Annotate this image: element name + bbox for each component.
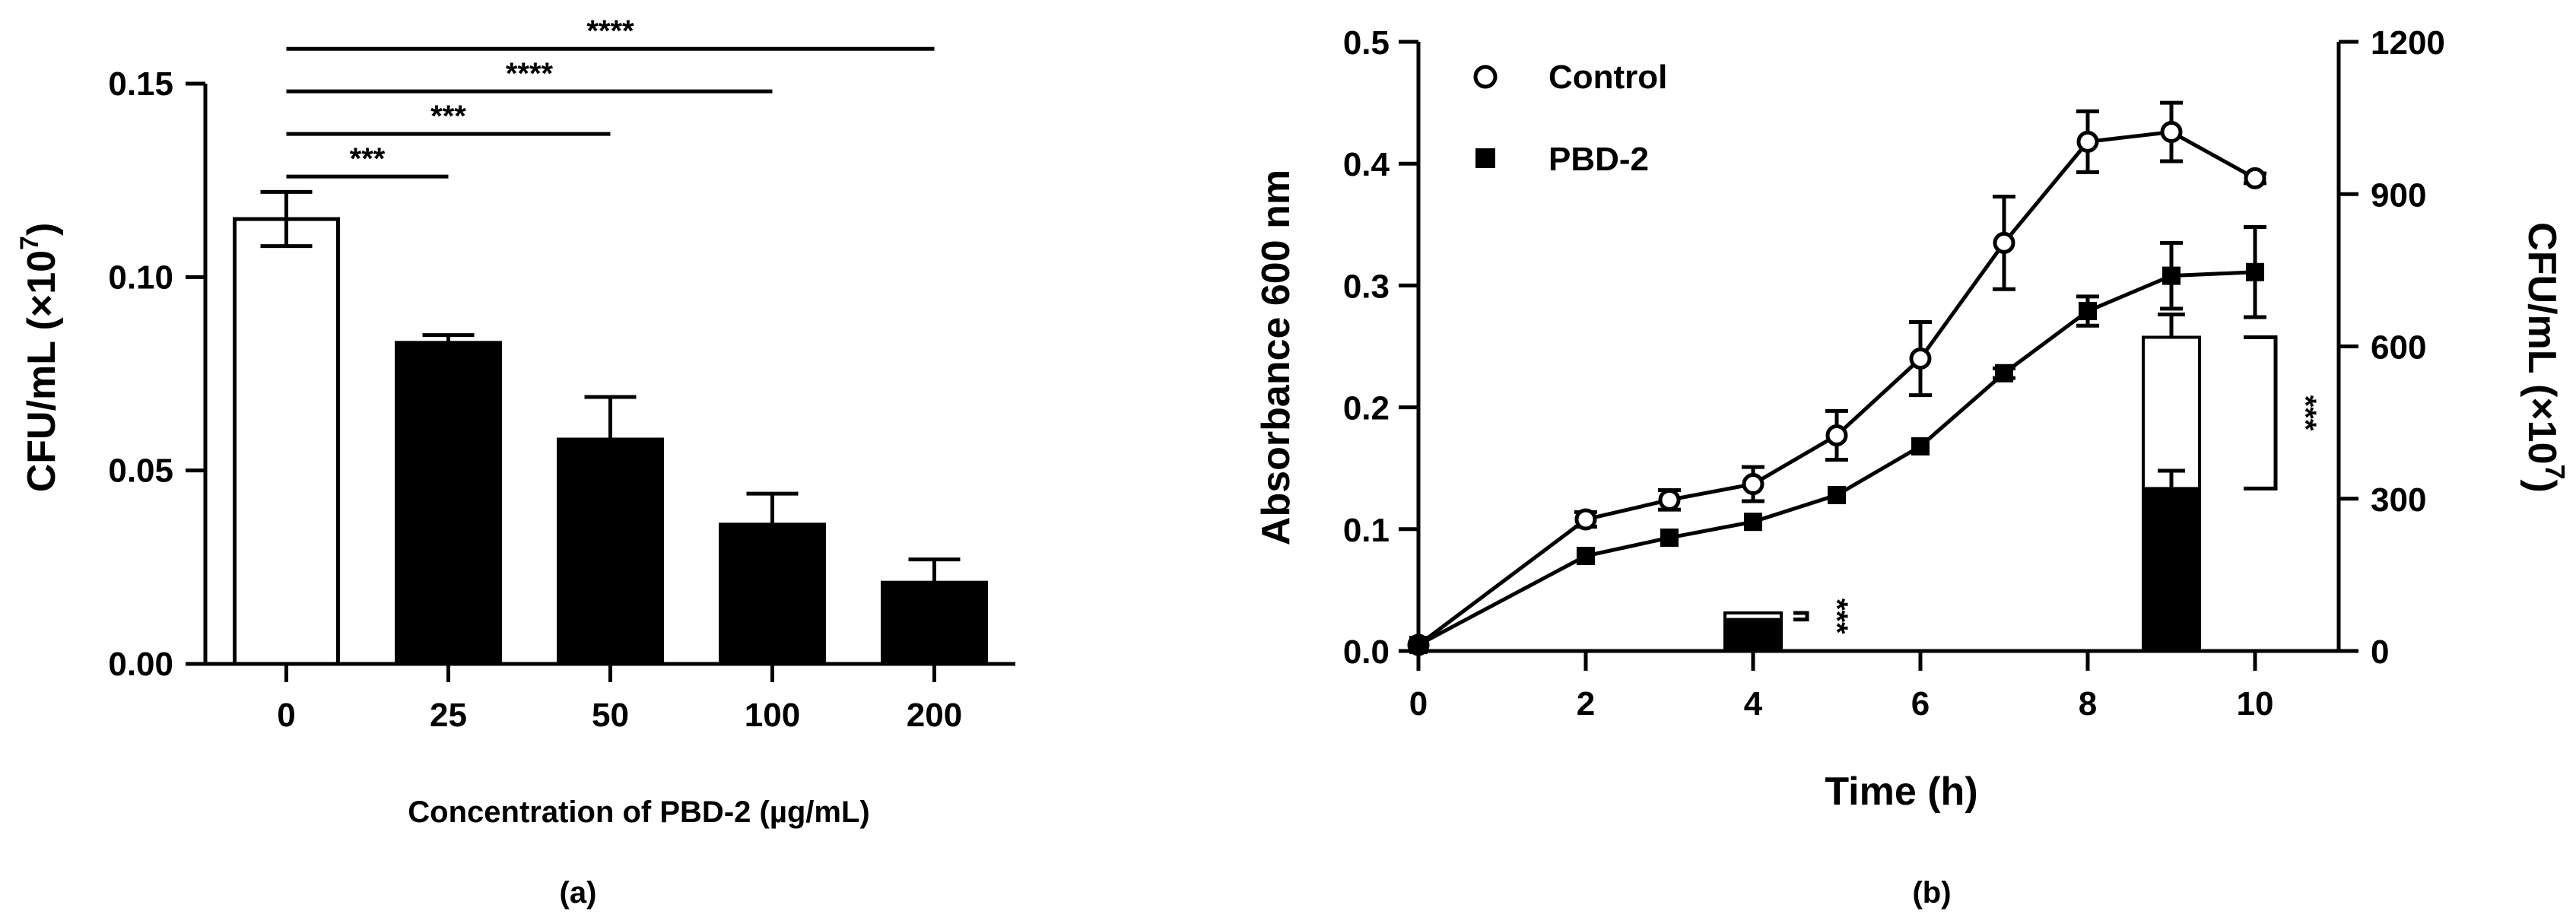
pbd2-data-point [1409, 635, 1428, 654]
control-data-point [2160, 121, 2183, 144]
panel-a-bar [395, 341, 502, 666]
panel-b-left-y-tick-label: 0.2 [1343, 390, 1390, 427]
panel-b-right-y-tick-label: 0 [2371, 633, 2389, 671]
panel-b-significance-label: *** [2289, 395, 2322, 431]
panel-a-bar [881, 580, 988, 666]
pbd2-data-point [2162, 266, 2181, 285]
panel-a-y-tick-label: 0.10 [108, 259, 173, 296]
control-data-point [1742, 473, 1764, 496]
control-data-point [1658, 488, 1681, 511]
panel-a-bar [557, 437, 664, 666]
panel-b-x-tick-label: 6 [1911, 685, 1930, 722]
panel-b-x-tick-label: 8 [2079, 685, 2097, 722]
panel-a-bar-chart: 0.000.050.100.15 0 25 50 100 200 ***********… [15, 14, 1015, 910]
panel-a-bar [233, 217, 340, 666]
panel-a-y-tick-label: 0.15 [108, 65, 173, 103]
panel-b-right-y-tick-label: 900 [2371, 176, 2426, 214]
panel-a-y-axis-title: CFU/mL (×107) [15, 223, 64, 493]
panel-a-significance-label: **** [506, 57, 554, 90]
panel-b-x-tick-label: 0 [1409, 685, 1428, 722]
panel-a-x-tick-label: 0 [277, 697, 295, 734]
panel-b-significance-bracket [2244, 335, 2278, 491]
control-data-point [1825, 424, 1848, 446]
panel-b-left-y-tick-label: 0.0 [1343, 633, 1390, 671]
panel-b-left-y-tick-label: 0.5 [1343, 24, 1390, 62]
panel-b-right-y-tick-label: 600 [2371, 329, 2426, 367]
pbd2-data-point [1995, 364, 2013, 383]
pbd2-series-line [1417, 270, 2256, 647]
pbd2-data-point [1744, 513, 1762, 532]
panel-a-x-tick-label: 200 [907, 697, 962, 734]
control-data-point [2244, 167, 2266, 189]
panel-a-significance-label: *** [350, 142, 386, 176]
panel-b-x-tick-label: 10 [2237, 685, 2274, 722]
control-data-point [2076, 130, 2099, 153]
legend-pbd2-marker [1475, 148, 1495, 168]
panel-b-x-tick-label: 4 [1744, 685, 1763, 722]
panel-b-significance-bracket [1793, 611, 1809, 622]
panel-b-left-y-tick-label: 0.1 [1343, 512, 1390, 549]
pbd2-data-point [2079, 302, 2097, 321]
pbd2-data-point [2246, 262, 2264, 281]
panel-a-significance-label: **** [586, 14, 634, 48]
control-series-line [1417, 129, 2257, 646]
panel-a-x-axis-title: Concentration of PBD-2 (µg/mL) [408, 795, 869, 829]
control-data-point [1993, 231, 2015, 254]
panel-b-right-y-tick-label: 300 [2371, 481, 2426, 519]
panel-b-line-chart: 0.0 0.1 0.2 0.3 0.4 0.5 0 300 600 900 1200 0 2 4 6 8 1… [1254, 24, 2571, 910]
panel-b-cfu-pbd2-bar [2142, 487, 2201, 653]
panel-b-right-y-tick-label: 1200 [2371, 24, 2445, 62]
panel-b-label: (b) [1912, 876, 1951, 910]
panel-b-x-axis-title: Time (h) [1825, 770, 1977, 814]
legend-control-marker [1473, 65, 1498, 89]
control-data-point [1909, 348, 1932, 370]
pbd2-data-point [1577, 547, 1595, 566]
panel-b-left-y-axis-title: Absorbance 600 nm [1254, 170, 1298, 545]
panel-a-x-tick-label: 100 [745, 697, 800, 734]
pbd2-data-point [1660, 529, 1679, 548]
panel-a-significance-label: *** [430, 100, 466, 133]
panel-a-x-tick-label: 50 [592, 697, 629, 734]
panel-a-label: (a) [560, 876, 597, 910]
panel-a-bar [719, 522, 826, 666]
panel-b-significance-label: *** [1820, 599, 1853, 634]
legend-control-label: Control [1548, 59, 1667, 96]
panel-b-x-tick-label: 2 [1577, 685, 1595, 722]
panel-b-right-y-axis-title: CFU/mL (×107) [2520, 222, 2571, 493]
panel-a-x-tick-label: 25 [430, 697, 467, 734]
panel-a-y-tick-label: 0.00 [108, 646, 173, 683]
pbd2-data-point [1911, 437, 1930, 456]
pbd2-data-point [1828, 485, 1846, 504]
panel-b-cfu-pbd2-bar [1723, 618, 1783, 653]
legend-pbd2-label: PBD-2 [1548, 141, 1649, 178]
control-data-point [1574, 508, 1597, 531]
panel-b-left-y-tick-label: 0.3 [1343, 268, 1390, 305]
panel-b-left-y-tick-label: 0.4 [1343, 146, 1390, 183]
panel-a-y-tick-label: 0.05 [108, 452, 173, 490]
